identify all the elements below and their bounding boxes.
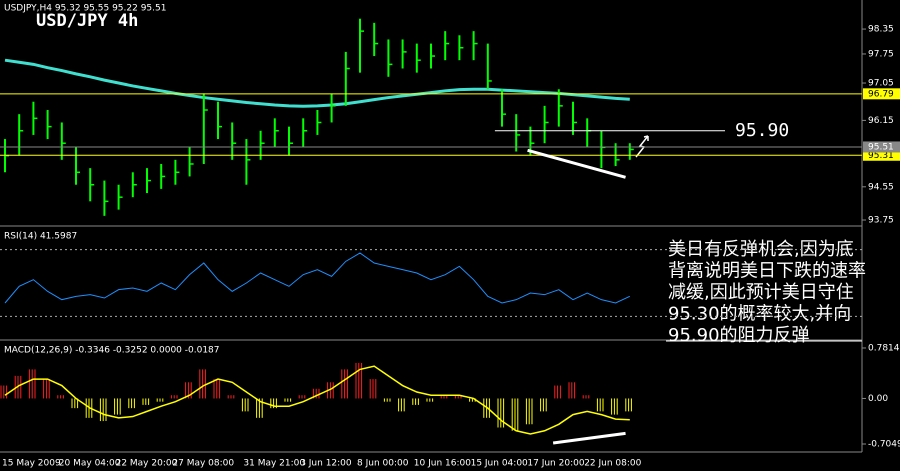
y-tick-label: 93.75 — [868, 216, 894, 226]
y-tick-label: 97.05 — [868, 79, 894, 89]
price-label: 95.31 — [868, 151, 894, 161]
price-label: 96.79 — [868, 89, 894, 99]
note-line: 95.30的概率较大,并向 — [668, 304, 851, 325]
x-tick-label: 27 May 08:00 — [172, 459, 234, 469]
trendline — [527, 148, 626, 179]
indicator-line — [4, 252, 631, 304]
x-tick-label: 8 Jun 00:00 — [357, 459, 409, 469]
moving-average — [4, 58, 630, 108]
y-tick-label: 98.35 — [868, 25, 894, 35]
note-line: 95.90的阻力反弹 — [668, 325, 810, 346]
x-tick-label: 15 Jun 04:00 — [471, 459, 528, 469]
x-tick-label: 15 May 2009 — [2, 459, 61, 469]
x-tick-label: 3 Jun 12:00 — [300, 459, 352, 469]
trendline — [552, 431, 626, 445]
y-tick-label: 0.00 — [868, 394, 888, 404]
y-tick-label: 96.15 — [868, 116, 894, 126]
chart-title: USD/JPY 4h — [36, 11, 138, 31]
level-label: 95.90 — [735, 120, 789, 141]
symbol-line: USDJPY,H4 95.32 95.55 95.22 95.51 — [4, 4, 166, 14]
y-tick-label: 97.75 — [868, 49, 894, 59]
price-label-box — [863, 149, 900, 161]
x-tick-label: 22 Jun 08:00 — [584, 459, 641, 469]
y-tick-label: 94.55 — [868, 182, 894, 192]
panel-title: RSI(14) 41.5987 — [4, 232, 77, 242]
bid-label-box — [863, 141, 900, 153]
note-line: 减缓,因此预计美日守住 — [668, 282, 854, 303]
x-tick-label: 31 May 21:00 — [243, 459, 305, 469]
x-tick-label: 10 Jun 16:00 — [414, 459, 471, 469]
y-tick-label: -0.7049 — [868, 439, 900, 449]
note-line: 背离说明美日下跌的速率 — [668, 261, 866, 282]
x-tick-label: 22 May 20:00 — [116, 459, 178, 469]
x-tick-label: 20 May 04:00 — [59, 459, 121, 469]
panel-title: MACD(12,26,9) -0.3346 -0.3252 0.0000 -0.… — [4, 346, 220, 356]
y-tick-label: 0.7814 — [868, 343, 900, 353]
x-tick-label: 17 Jun 20:00 — [527, 459, 584, 469]
price-label-box — [863, 88, 900, 100]
signal-line — [4, 365, 630, 435]
bid-label: 95.51 — [868, 142, 894, 152]
